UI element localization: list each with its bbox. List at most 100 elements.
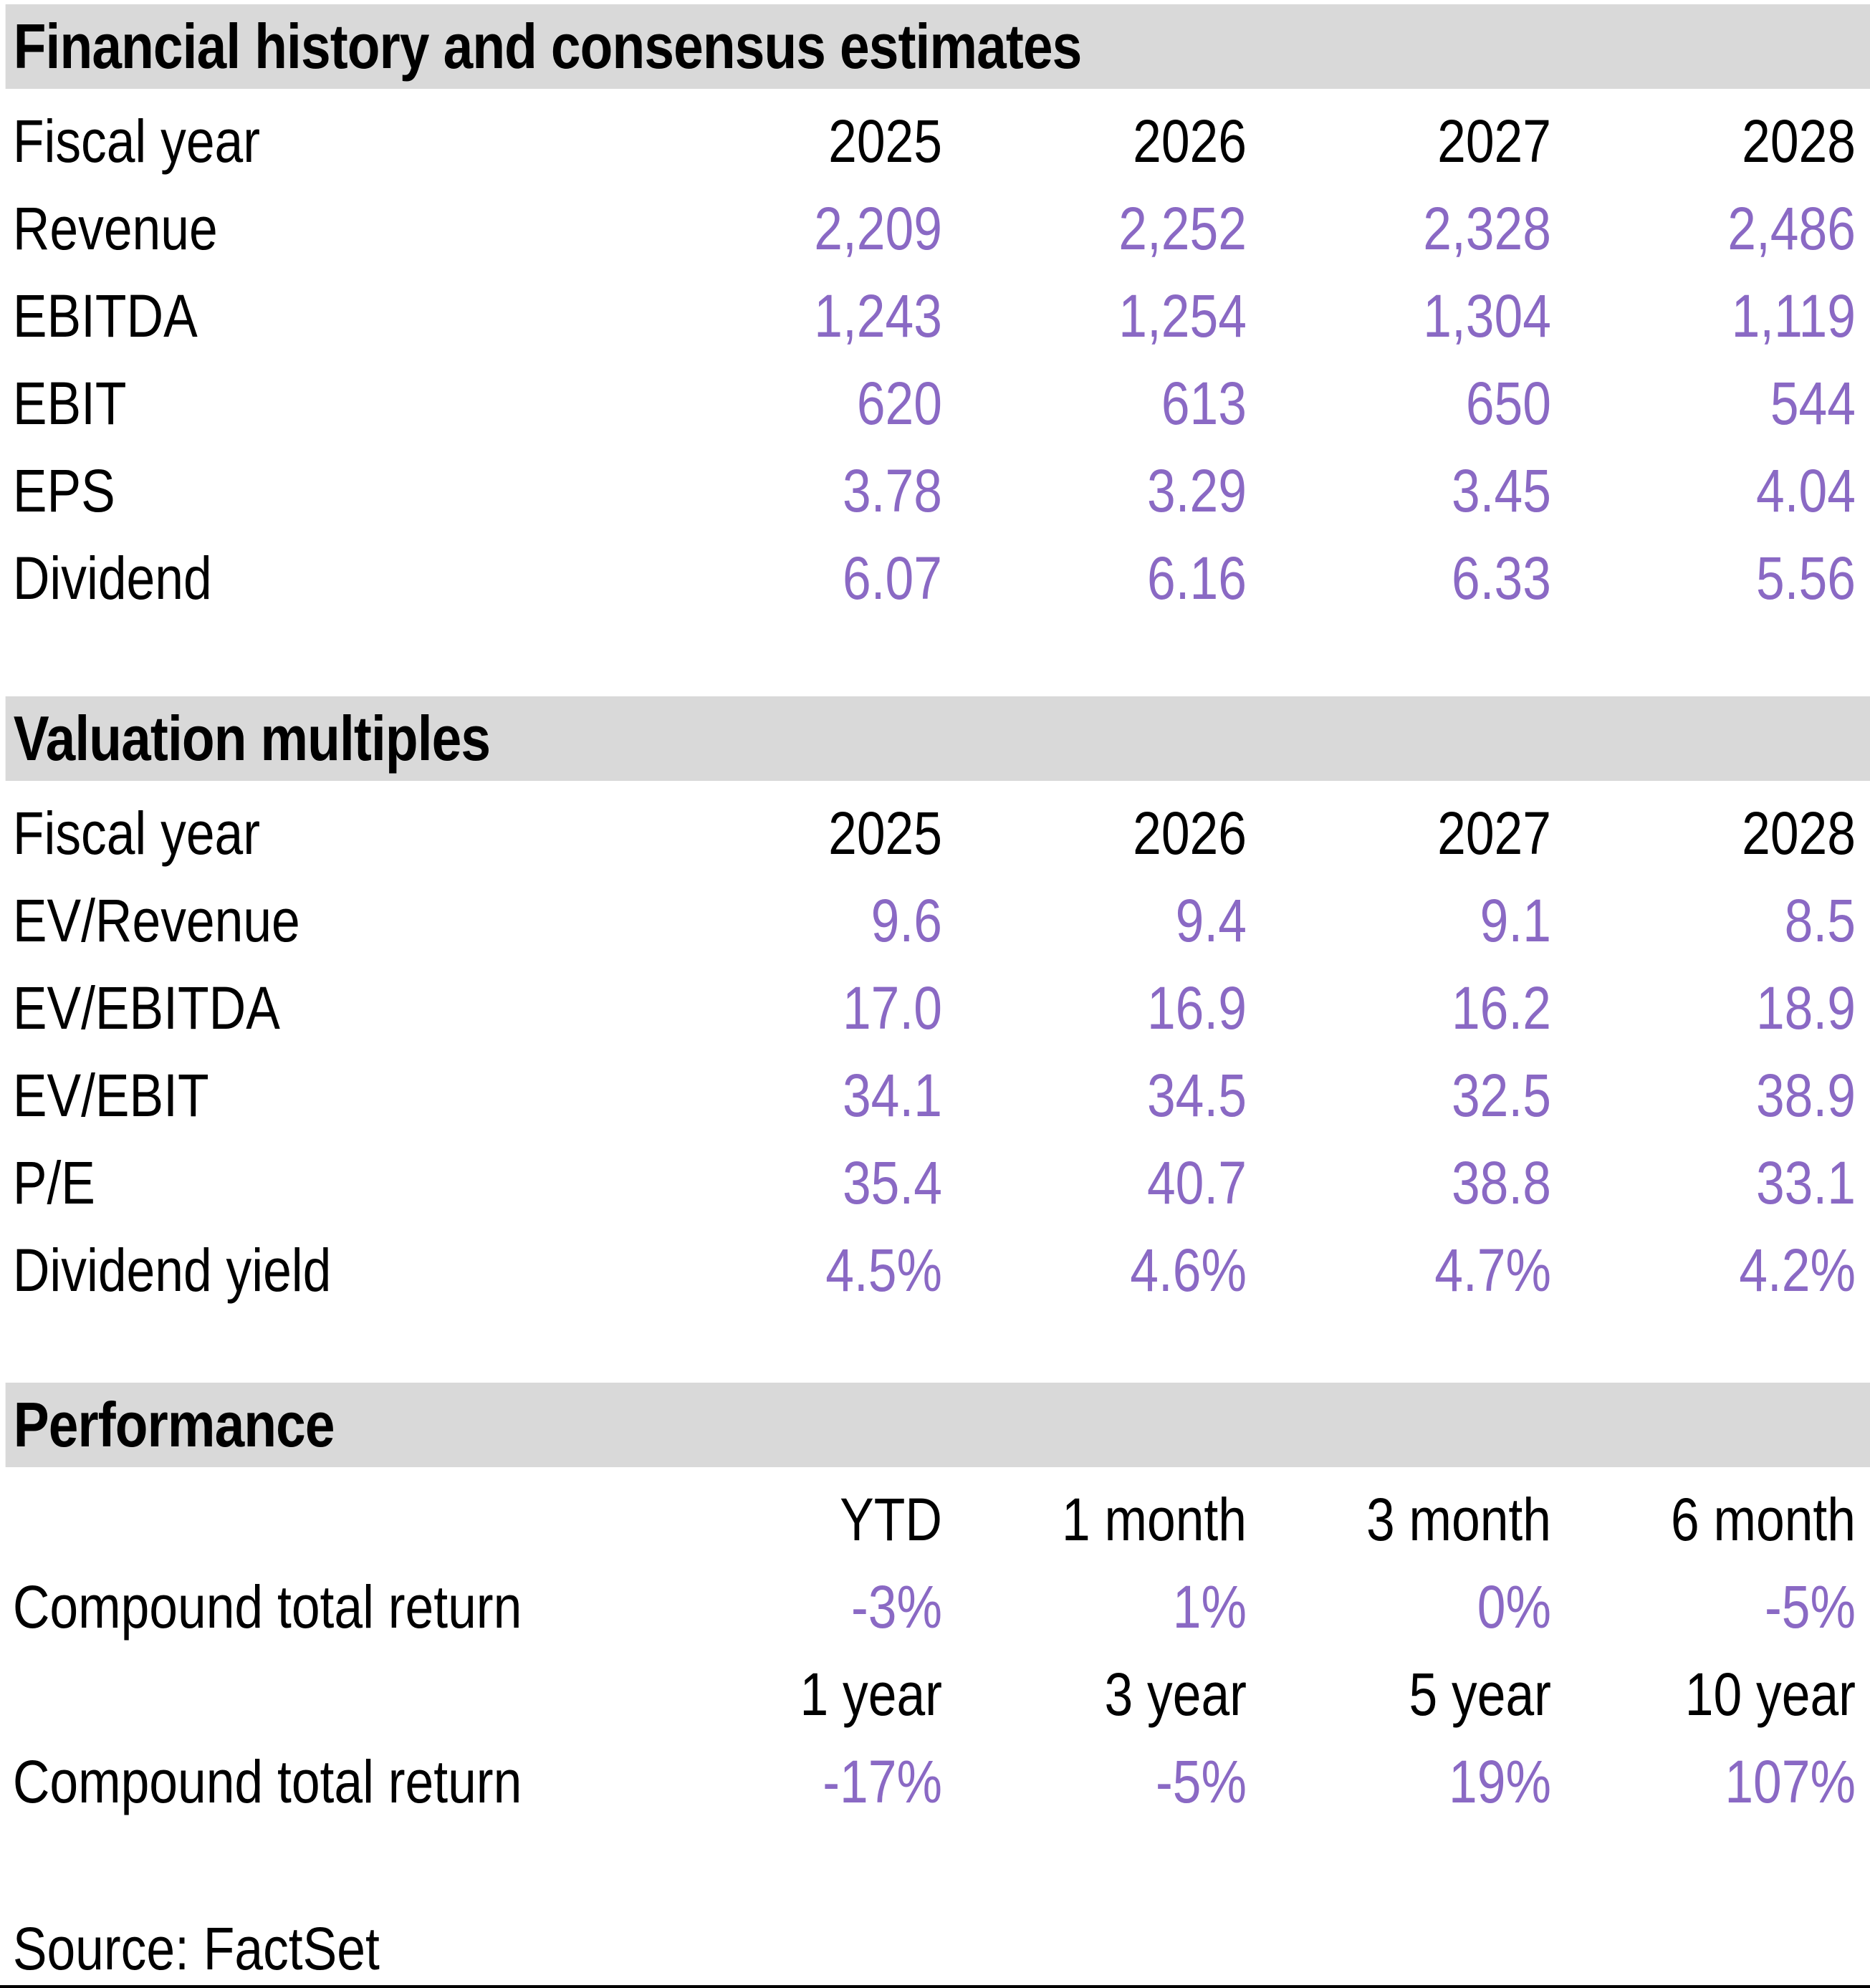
value-cell: 35.4 [842,1148,942,1216]
table-header-row: 1 year 3 year 5 year 10 year [13,1651,1856,1738]
value-cell: 4.7% [1434,1236,1551,1304]
section-title: Performance [13,1389,335,1460]
value-cell: 4.5% [825,1236,942,1304]
period-header: 1 year [800,1660,942,1728]
valuation-multiples-table: Fiscal year 2025 2026 2027 2028 EV/Reven… [0,789,1870,1314]
value-cell: -3% [850,1572,942,1641]
year-header: 2028 [1742,799,1856,867]
table-header-row: YTD 1 month 3 month 6 month [13,1476,1856,1563]
section-performance: Performance YTD 1 month 3 month 6 month … [0,1383,1870,1825]
performance-table: YTD 1 month 3 month 6 month Compound tot… [0,1476,1870,1825]
section-header: Performance [5,1383,1870,1467]
table-row: EV/EBIT 34.1 34.5 32.5 38.9 [13,1052,1856,1139]
value-cell: 9.6 [871,886,942,954]
table-row: EV/EBITDA 17.0 16.9 16.2 18.9 [13,964,1856,1052]
value-cell: 2,328 [1423,194,1551,262]
value-cell: 2,209 [814,194,942,262]
year-header: 2025 [828,799,942,867]
value-cell: 2,486 [1727,194,1856,262]
value-cell: 4.2% [1739,1236,1856,1304]
value-cell: 5.56 [1755,544,1856,612]
year-header: 2027 [1437,799,1551,867]
table-row: EPS 3.78 3.29 3.45 4.04 [13,447,1856,534]
period-header: 3 year [1104,1660,1247,1728]
value-cell: 544 [1770,369,1856,437]
table-header-row: Fiscal year 2025 2026 2027 2028 [13,789,1856,877]
table-row: P/E 35.4 40.7 38.8 33.1 [13,1139,1856,1226]
value-cell: 3.45 [1451,456,1551,524]
value-cell: 0% [1477,1572,1551,1641]
period-header: YTD [840,1485,942,1553]
row-label: Fiscal year [12,107,261,175]
value-cell: -5% [1155,1747,1247,1815]
value-cell: 4.6% [1130,1236,1247,1304]
row-label: EBITDA [12,282,198,350]
value-cell: 620 [856,369,942,437]
value-cell: 19% [1449,1747,1551,1815]
table-row: EBIT 620 613 650 544 [13,360,1856,447]
section-valuation-multiples: Valuation multiples Fiscal year 2025 202… [0,696,1870,1314]
value-cell: 6.07 [842,544,942,612]
value-cell: 107% [1725,1747,1856,1815]
year-header: 2025 [828,107,942,175]
value-cell: 33.1 [1755,1148,1856,1216]
year-header: 2026 [1133,799,1247,867]
value-cell: 4.04 [1755,456,1856,524]
table-row: Dividend yield 4.5% 4.6% 4.7% 4.2% [13,1226,1856,1314]
value-cell: 650 [1465,369,1551,437]
value-cell: 38.8 [1451,1148,1551,1216]
value-cell: 32.5 [1451,1061,1551,1129]
value-cell: 16.2 [1451,974,1551,1042]
row-label: Revenue [12,194,218,262]
section-header: Valuation multiples [5,696,1870,781]
value-cell: -17% [823,1747,942,1815]
value-cell: 1,254 [1118,282,1247,350]
row-label: Dividend [12,544,212,612]
value-cell: 6.33 [1451,544,1551,612]
table-row: EV/Revenue 9.6 9.4 9.1 8.5 [13,877,1856,964]
financial-history-table: Fiscal year 2025 2026 2027 2028 Revenue … [0,97,1870,622]
table-row: Compound total return -3% 1% 0% -5% [13,1563,1856,1651]
bottom-border [0,1985,1870,1988]
row-label: EV/Revenue [12,886,300,954]
value-cell: 1,304 [1423,282,1551,350]
row-label: EBIT [12,369,127,437]
value-cell: -5% [1764,1572,1856,1641]
period-header: 3 month [1366,1485,1551,1553]
row-label: Compound total return [12,1747,522,1815]
section-header: Financial history and consensus estimate… [5,4,1870,89]
period-header: 10 year [1684,1660,1856,1728]
table-header-row: Fiscal year 2025 2026 2027 2028 [13,97,1856,185]
row-label: Fiscal year [12,799,261,867]
value-cell: 3.78 [842,456,942,524]
row-label: EPS [12,456,115,524]
value-cell: 1,243 [814,282,942,350]
value-cell: 3.29 [1146,456,1247,524]
value-cell: 6.16 [1146,544,1247,612]
value-cell: 17.0 [842,974,942,1042]
period-header: 6 month [1670,1485,1856,1553]
value-cell: 9.4 [1175,886,1247,954]
value-cell: 18.9 [1755,974,1856,1042]
row-label: P/E [12,1148,95,1216]
value-cell: 16.9 [1146,974,1247,1042]
year-header: 2026 [1133,107,1247,175]
source-note: Source: FactSet [12,1915,380,1982]
row-label: EV/EBITDA [12,974,280,1042]
period-header: 5 year [1409,1660,1551,1728]
year-header: 2027 [1437,107,1551,175]
table-row: EBITDA 1,243 1,254 1,304 1,119 [13,272,1856,360]
section-title: Valuation multiples [13,703,491,774]
value-cell: 38.9 [1755,1061,1856,1129]
row-label: EV/EBIT [12,1061,209,1129]
table-row: Compound total return -17% -5% 19% 107% [13,1738,1856,1825]
value-cell: 9.1 [1480,886,1551,954]
value-cell: 1,119 [1731,282,1856,350]
value-cell: 1% [1172,1572,1247,1641]
row-label: Compound total return [12,1572,522,1641]
table-row: Dividend 6.07 6.16 6.33 5.56 [13,534,1856,622]
section-financial-history: Financial history and consensus estimate… [0,4,1870,622]
row-label: Dividend yield [12,1236,332,1304]
